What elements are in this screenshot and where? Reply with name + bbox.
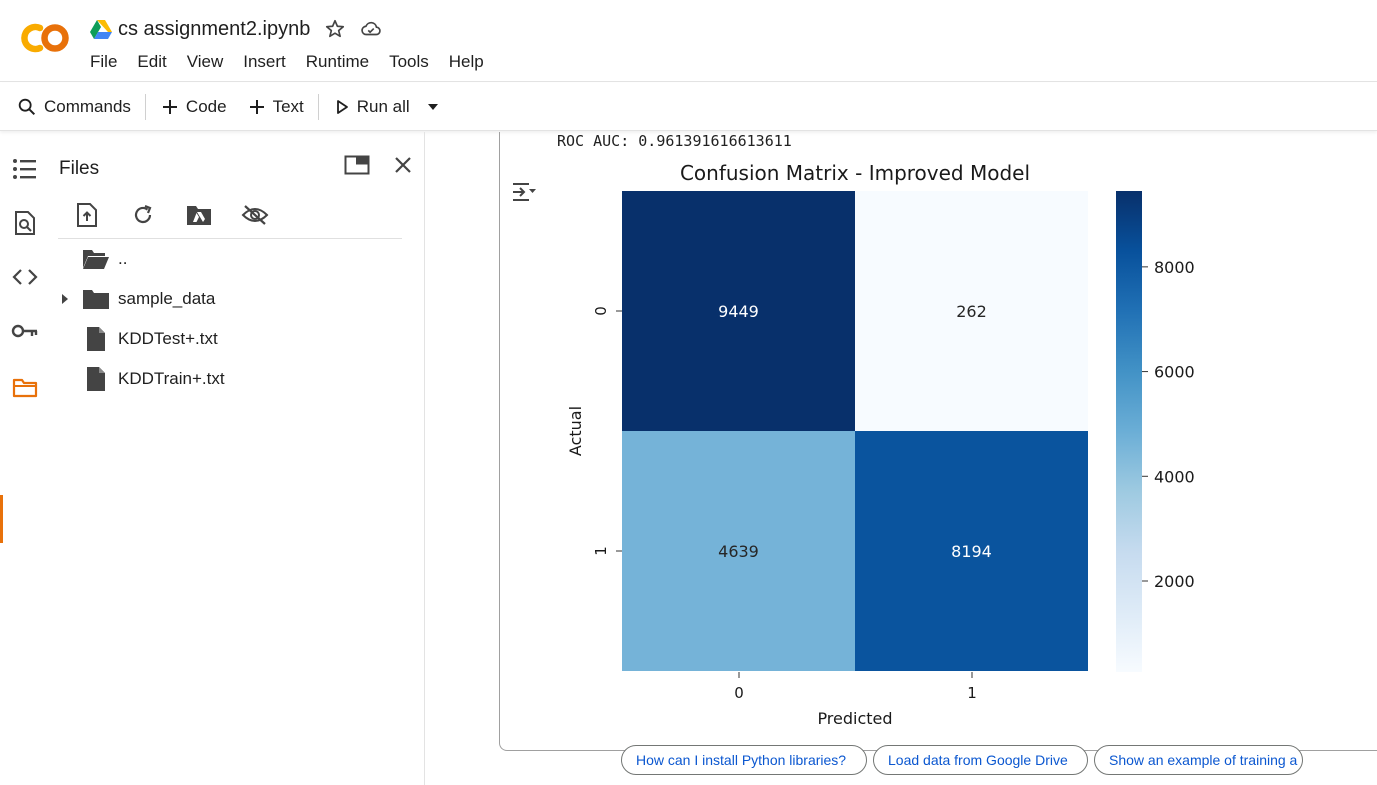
folder-open-icon xyxy=(82,247,110,271)
refresh-icon[interactable] xyxy=(126,200,160,230)
heatmap-cell-1-0 xyxy=(622,431,855,671)
heatmap-value-1-1: 8194 xyxy=(951,542,992,561)
toolbar: Commands Code Text Run all xyxy=(0,83,1377,131)
heatmap-cell-1-1 xyxy=(855,431,1088,671)
suggestion-chip-training[interactable]: Show an example of training a xyxy=(1094,745,1303,775)
plus-icon xyxy=(249,99,264,114)
files-folder-icon[interactable] xyxy=(10,372,40,402)
code-label: Code xyxy=(185,96,227,116)
add-text-button[interactable]: Text xyxy=(237,91,314,123)
heatmap-cell-0-1 xyxy=(855,191,1088,431)
add-code-button[interactable]: Code xyxy=(150,91,237,123)
confusion-matrix-chart: Confusion Matrix - Improved Model 9449 26… xyxy=(566,161,1195,728)
heatmap-value-0-0: 9449 xyxy=(718,302,759,321)
text-label: Text xyxy=(272,96,304,116)
mount-drive-icon[interactable] xyxy=(182,200,216,230)
menu-tools[interactable]: Tools xyxy=(389,52,429,71)
toolbar-divider xyxy=(144,93,146,120)
plus-icon xyxy=(162,99,177,114)
menu-help[interactable]: Help xyxy=(448,52,484,71)
colorbar-tick-label: 8000 xyxy=(1154,258,1195,277)
find-replace-icon[interactable] xyxy=(10,208,40,238)
cloud-saved-icon[interactable] xyxy=(360,18,382,40)
heatmap-cell-0-0 xyxy=(622,191,855,431)
file-tree-kddtrain[interactable]: KDDTrain+.txt xyxy=(58,364,225,394)
caret-down-icon xyxy=(427,103,438,110)
table-of-contents-icon[interactable] xyxy=(10,154,40,184)
code-snippets-icon[interactable] xyxy=(10,262,40,292)
menu-runtime[interactable]: Runtime xyxy=(305,52,370,71)
menu-view[interactable]: View xyxy=(186,52,224,71)
suggestion-chip-install[interactable]: How can I install Python libraries? xyxy=(621,745,867,775)
output-toggle-icon[interactable] xyxy=(510,180,538,204)
hide-files-icon[interactable] xyxy=(238,200,272,230)
colab-logo[interactable] xyxy=(16,20,72,56)
file-tree-kddtest[interactable]: KDDTest+.txt xyxy=(58,324,218,354)
files-panel: Files xyxy=(48,132,425,785)
roc-auc-output: ROC AUC: 0.961391616613611 xyxy=(557,132,792,150)
title-row: cs assignment2.ipynb xyxy=(90,16,382,42)
colorbar-tick-label: 6000 xyxy=(1154,363,1195,382)
commands-label: Commands xyxy=(44,96,131,116)
heatmap-value-1-0: 4639 xyxy=(718,542,759,561)
toolbar-divider xyxy=(317,93,319,120)
file-icon xyxy=(82,327,110,351)
y-axis-label: Actual xyxy=(566,406,585,456)
left-rail xyxy=(0,132,48,785)
menu-insert[interactable]: Insert xyxy=(243,52,286,71)
search-icon xyxy=(18,98,36,115)
y-tick-0: 0 xyxy=(592,306,610,316)
commands-button[interactable]: Commands xyxy=(6,91,141,123)
file-tree-parent[interactable]: .. xyxy=(58,244,127,274)
menu-bar: File Edit View Insert Runtime Tools Help xyxy=(90,52,504,72)
chart-title: Confusion Matrix - Improved Model xyxy=(680,161,1030,185)
file-tree-label: KDDTrain+.txt xyxy=(118,369,225,388)
files-divider xyxy=(58,238,402,239)
star-icon[interactable] xyxy=(324,18,346,40)
run-all-label: Run all xyxy=(356,96,410,116)
file-icon xyxy=(82,367,110,391)
y-tick-1: 1 xyxy=(592,546,610,556)
open-in-tab-icon[interactable] xyxy=(342,152,372,178)
x-tick-1: 1 xyxy=(967,684,977,702)
run-all-dropdown[interactable] xyxy=(420,91,452,123)
google-drive-icon xyxy=(90,20,112,39)
secrets-key-icon[interactable] xyxy=(10,316,40,346)
run-all-button[interactable]: Run all xyxy=(323,91,420,123)
menu-file[interactable]: File xyxy=(90,52,118,71)
close-icon[interactable] xyxy=(388,152,418,178)
notebook-title[interactable]: cs assignment2.ipynb xyxy=(118,17,311,40)
folder-icon xyxy=(82,287,110,311)
active-indicator xyxy=(0,495,3,543)
expand-arrow-icon[interactable] xyxy=(58,293,72,305)
app-header: cs assignment2.ipynb File Edit View Inse… xyxy=(0,0,1377,82)
file-tree-label: sample_data xyxy=(118,289,216,308)
suggestion-chip-drive[interactable]: Load data from Google Drive xyxy=(873,745,1088,775)
file-tree-label: .. xyxy=(118,249,128,268)
files-panel-title: Files xyxy=(59,158,100,179)
upload-file-icon[interactable] xyxy=(70,200,104,230)
colorbar-tick-label: 4000 xyxy=(1154,467,1195,486)
file-tree-label: KDDTest+.txt xyxy=(118,329,218,348)
heatmap-value-0-1: 262 xyxy=(956,302,987,321)
x-axis-label: Predicted xyxy=(817,709,892,728)
colorbar xyxy=(1116,191,1142,672)
menu-edit[interactable]: Edit xyxy=(137,52,167,71)
x-tick-0: 0 xyxy=(734,684,744,702)
files-actions xyxy=(70,200,294,230)
play-icon xyxy=(336,99,348,114)
colorbar-tick-label: 2000 xyxy=(1154,572,1195,591)
file-tree-sample-data[interactable]: sample_data xyxy=(58,284,215,314)
